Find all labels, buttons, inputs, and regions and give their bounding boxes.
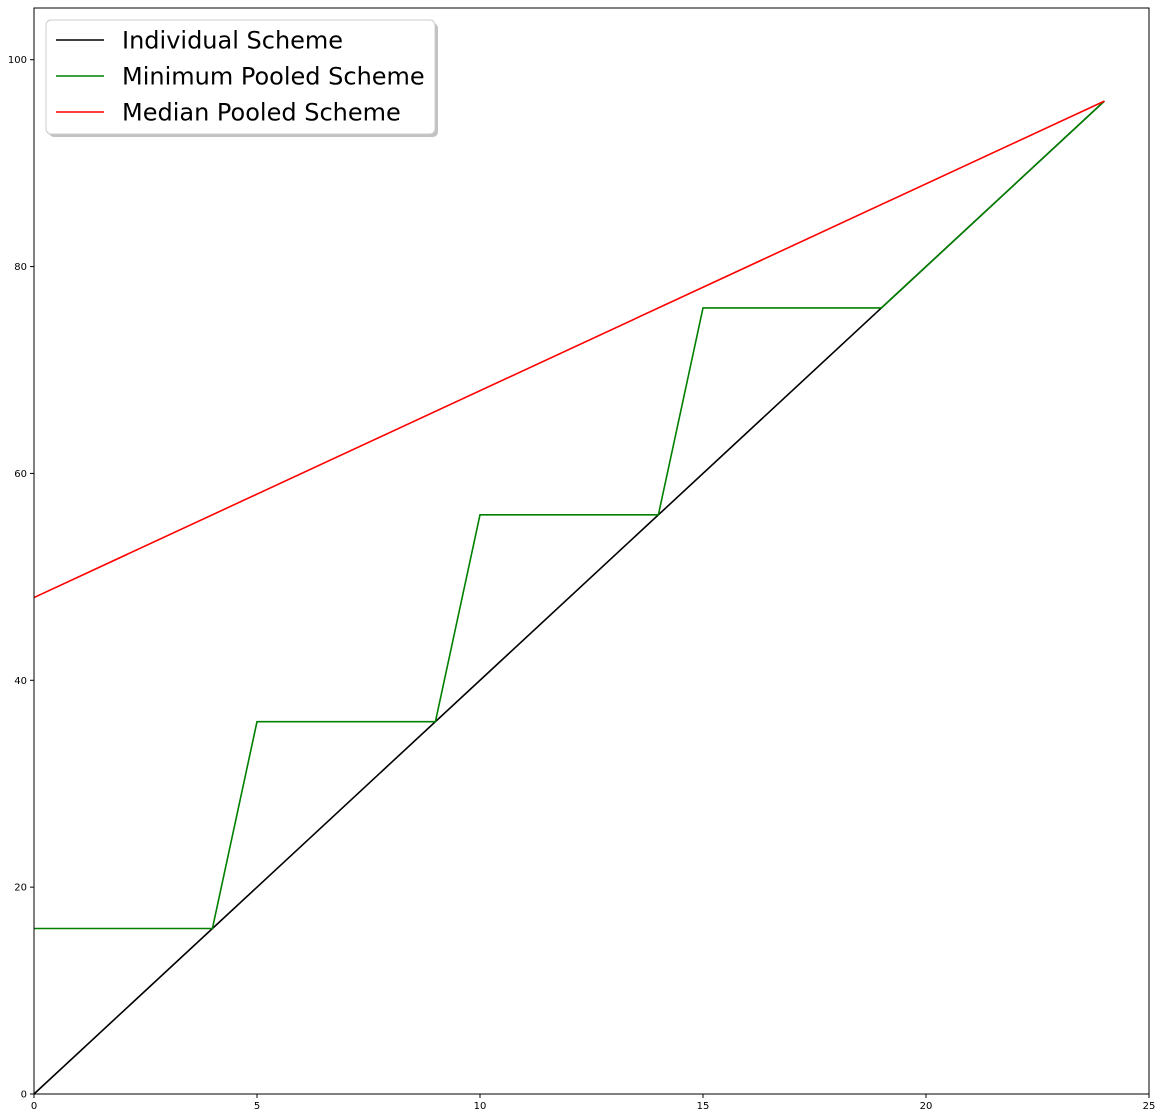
axes-frame [33, 7, 1150, 1095]
x-tick-label: 20 [920, 1101, 933, 1112]
legend-box [45, 19, 436, 135]
ticks-layer: 0 5 10 15 20 25 0 20 40 60 80 100 [8, 55, 1155, 1112]
series-layer [33, 100, 1105, 1095]
legend-label-2: Minimum Pooled Scheme [122, 63, 425, 91]
legend: Individual Scheme Minimum Pooled Scheme Me… [45, 19, 438, 137]
x-tick-label: 15 [697, 1101, 710, 1112]
y-tick-label: 60 [14, 469, 27, 480]
x-tick-label: 0 [31, 1101, 37, 1112]
y-tick-label: 100 [8, 55, 27, 66]
series-line-2 [34, 100, 1105, 930]
y-tick-label: 0 [21, 1090, 27, 1101]
x-tick-label: 10 [474, 1101, 487, 1112]
y-tick-label: 20 [14, 883, 27, 894]
x-tick-label: 25 [1143, 1101, 1156, 1112]
legend-label-3: Median Pooled Scheme [122, 99, 401, 127]
series-line-3 [33, 100, 1105, 599]
x-tick-label: 5 [254, 1101, 260, 1112]
y-tick-label: 80 [14, 262, 27, 273]
y-tick-label: 40 [14, 676, 27, 687]
legend-label-1: Individual Scheme [122, 27, 343, 55]
